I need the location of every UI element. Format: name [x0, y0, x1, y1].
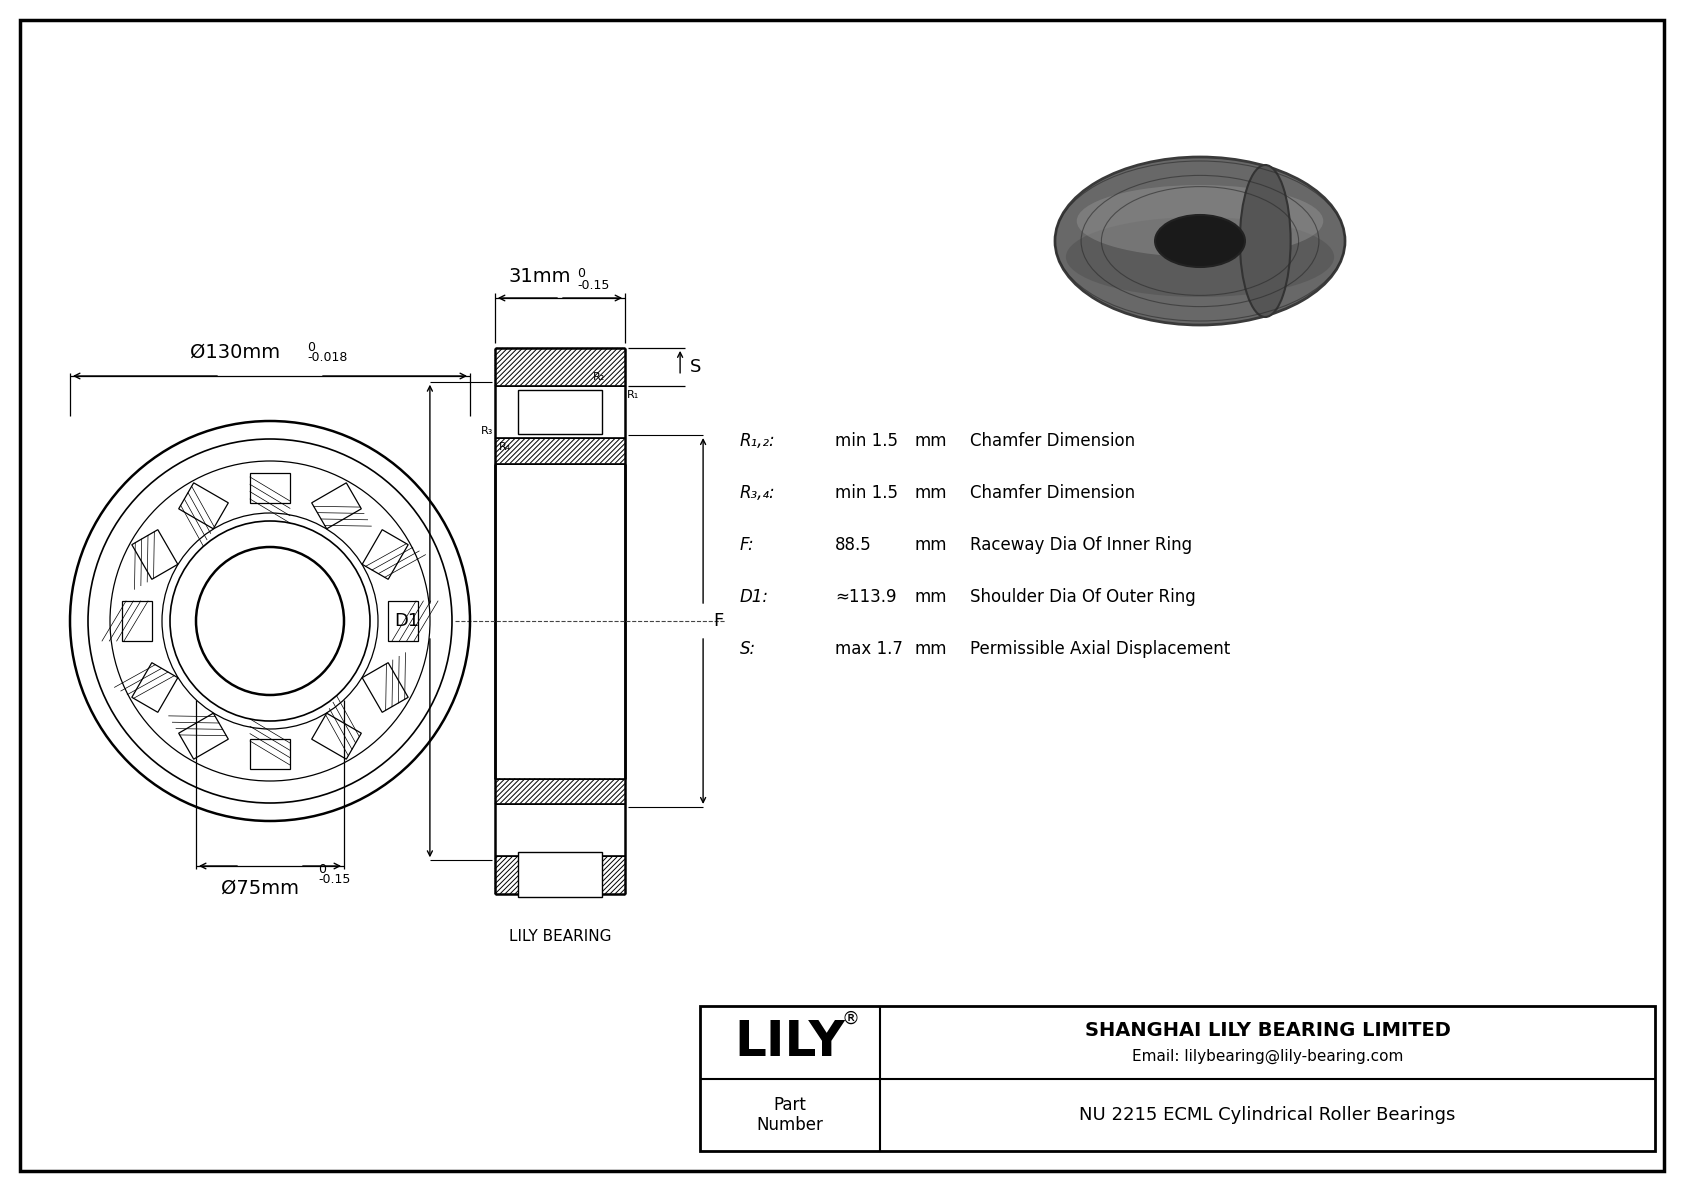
Text: 31mm: 31mm — [509, 267, 571, 286]
Text: Email: lilybearing@lily-bearing.com: Email: lilybearing@lily-bearing.com — [1132, 1049, 1403, 1064]
Ellipse shape — [1076, 185, 1324, 257]
Text: S: S — [690, 358, 702, 376]
Bar — [495, 438, 625, 463]
Text: -0.15: -0.15 — [318, 873, 350, 886]
Bar — [131, 662, 179, 712]
Text: Raceway Dia Of Inner Ring: Raceway Dia Of Inner Ring — [970, 536, 1192, 554]
Bar — [179, 713, 229, 759]
Text: min 1.5: min 1.5 — [835, 432, 898, 450]
Bar — [495, 779, 625, 804]
Bar — [495, 438, 625, 463]
Text: NU 2215 ECML Cylindrical Roller Bearings: NU 2215 ECML Cylindrical Roller Bearings — [1079, 1106, 1455, 1124]
Bar — [312, 713, 362, 759]
Text: R₃,₄:: R₃,₄: — [739, 484, 776, 501]
Bar — [387, 601, 418, 641]
Text: mm: mm — [914, 536, 948, 554]
Text: D1:: D1: — [739, 588, 770, 606]
Text: Ø130mm: Ø130mm — [190, 343, 280, 362]
Bar — [312, 482, 362, 529]
Bar — [249, 738, 290, 769]
Text: ≈113.9: ≈113.9 — [835, 588, 896, 606]
Text: 0: 0 — [318, 863, 327, 877]
Text: 88.5: 88.5 — [835, 536, 872, 554]
Bar — [495, 779, 625, 804]
Text: Ø75mm: Ø75mm — [221, 879, 300, 898]
Text: max 1.7: max 1.7 — [835, 640, 903, 657]
Bar — [131, 530, 179, 579]
Text: F: F — [712, 612, 724, 630]
Text: 0: 0 — [578, 267, 584, 280]
Bar — [517, 389, 603, 435]
Bar — [249, 473, 290, 503]
Text: Part
Number: Part Number — [756, 1096, 823, 1134]
Ellipse shape — [1054, 157, 1346, 325]
Text: Chamfer Dimension: Chamfer Dimension — [970, 484, 1135, 501]
Text: Permissible Axial Displacement: Permissible Axial Displacement — [970, 640, 1231, 657]
Bar — [495, 348, 625, 386]
Text: LILY: LILY — [734, 1018, 845, 1066]
Text: min 1.5: min 1.5 — [835, 484, 898, 501]
Text: SHANGHAI LILY BEARING LIMITED: SHANGHAI LILY BEARING LIMITED — [1084, 1021, 1450, 1040]
Bar — [495, 856, 625, 894]
Text: mm: mm — [914, 432, 948, 450]
Ellipse shape — [1155, 216, 1244, 267]
Bar — [179, 482, 229, 529]
Text: R₁: R₁ — [626, 389, 640, 400]
Bar — [362, 530, 408, 579]
Text: ®: ® — [840, 1010, 859, 1028]
Text: Shoulder Dia Of Outer Ring: Shoulder Dia Of Outer Ring — [970, 588, 1196, 606]
Text: R₄: R₄ — [498, 442, 512, 453]
Bar — [517, 853, 603, 897]
Text: S:: S: — [739, 640, 756, 657]
Text: LILY BEARING: LILY BEARING — [509, 929, 611, 944]
Text: D1: D1 — [394, 612, 419, 630]
Text: -0.15: -0.15 — [578, 279, 610, 292]
Text: F:: F: — [739, 536, 754, 554]
Bar — [121, 601, 152, 641]
Text: mm: mm — [914, 588, 948, 606]
Text: mm: mm — [914, 640, 948, 657]
Bar — [701, 1006, 1655, 1151]
Text: R₂: R₂ — [593, 372, 605, 382]
Text: R₁,₂:: R₁,₂: — [739, 432, 776, 450]
Text: mm: mm — [914, 484, 948, 501]
Text: 0: 0 — [306, 341, 315, 354]
Bar — [362, 662, 408, 712]
Text: Chamfer Dimension: Chamfer Dimension — [970, 432, 1135, 450]
Ellipse shape — [1066, 217, 1334, 297]
Bar — [495, 348, 625, 386]
Bar — [495, 856, 625, 894]
Text: -0.018: -0.018 — [306, 351, 347, 364]
Text: R₃: R₃ — [480, 426, 493, 436]
Ellipse shape — [1239, 166, 1290, 317]
